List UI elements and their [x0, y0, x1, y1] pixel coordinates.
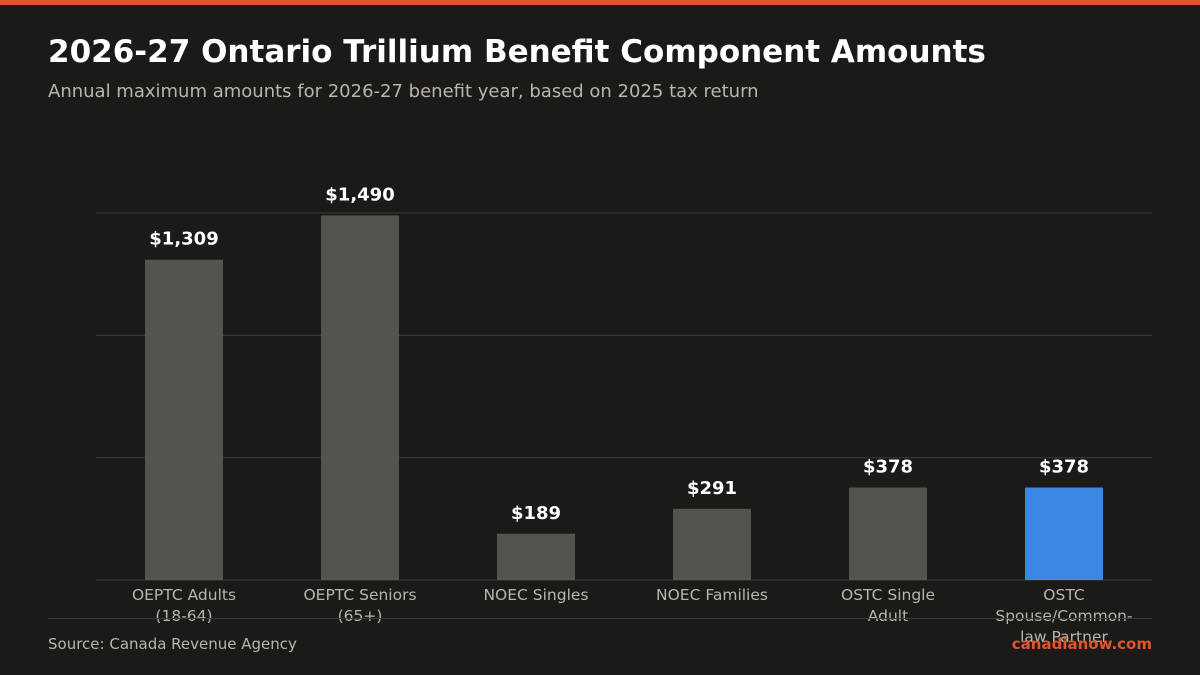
x-tick-label-line: Adult [868, 607, 908, 625]
x-tick-label: NOEC Singles [483, 586, 588, 604]
bar-value-label: $291 [687, 478, 737, 499]
bar-value-label: $378 [863, 457, 913, 478]
bar [145, 259, 223, 580]
bar [673, 508, 751, 580]
x-tick-label-line: OSTC [1043, 586, 1084, 604]
x-tick-label-line: OSTC Single [841, 586, 935, 604]
bar [321, 215, 399, 581]
x-tick-label-line: OEPTC Adults [132, 586, 236, 604]
x-tick-label: OEPTC Adults (18-64) [132, 586, 236, 625]
chart-title: 2026-27 Ontario Trillium Benefit Compone… [48, 34, 986, 70]
bar [1025, 487, 1103, 580]
x-tick-label-line: NOEC Singles [483, 586, 588, 604]
bar-value-label: $378 [1039, 457, 1089, 478]
accent-top-bar [0, 0, 1200, 5]
brand-link[interactable]: canadianow.com [1011, 635, 1152, 653]
x-tick-label: OSTC Single Adult [841, 586, 935, 625]
x-tick-label-line: NOEC Families [656, 586, 768, 604]
bar [497, 533, 575, 580]
x-tick-label-line: (18-64) [155, 607, 212, 625]
x-tick-label-line: (65+) [338, 607, 383, 625]
x-tick-label-line: OEPTC Seniors [303, 586, 416, 604]
x-tick-label: NOEC Families [656, 586, 768, 604]
bar-value-label: $1,309 [149, 229, 218, 250]
x-tick-label: OEPTC Seniors (65+) [303, 586, 416, 625]
x-tick-label: OSTC Spouse/Common-law Partner [995, 586, 1132, 646]
x-tick-label-line: law Partner [1020, 628, 1108, 646]
bar [849, 487, 927, 580]
footer-divider [48, 618, 1152, 619]
chart-subtitle: Annual maximum amounts for 2026-27 benef… [48, 81, 759, 102]
x-tick-label-line: Spouse/Common- [995, 607, 1132, 625]
bar-value-label: $1,490 [325, 184, 394, 205]
source-note: Source: Canada Revenue Agency [48, 635, 297, 653]
bar-value-label: $189 [511, 503, 561, 524]
